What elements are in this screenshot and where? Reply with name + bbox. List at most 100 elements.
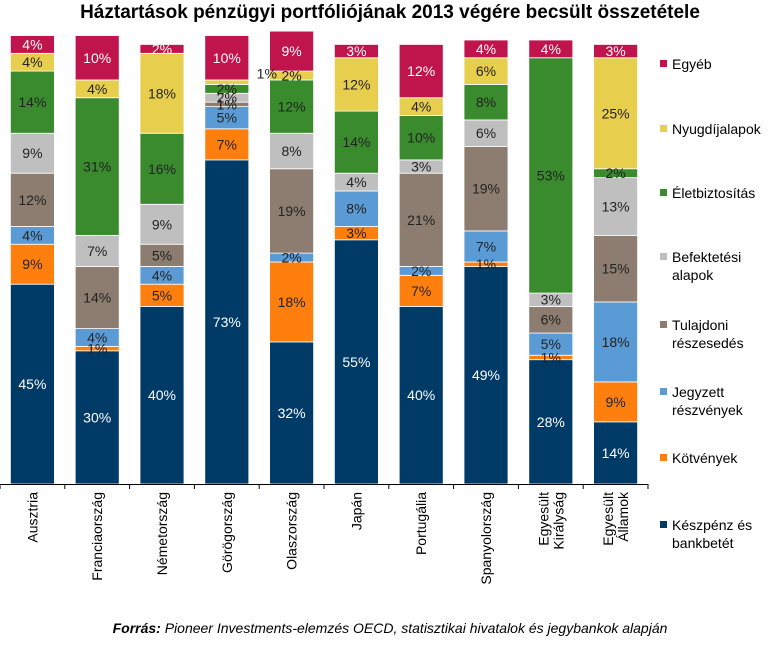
source-note: Forrás: Pioneer Investments-elemzés OECD…: [0, 620, 780, 636]
data-label-spanyolorszag-egyeb: 4%: [476, 41, 496, 57]
data-label-nemetorszag-kotvenyek: 5%: [152, 287, 172, 303]
legend-label-keszpenz-es-bankbetet: Készpénz és bankbetét: [672, 517, 752, 551]
data-label-portugalia-keszpenz-es-bankbetet: 40%: [407, 387, 435, 403]
data-label-ausztria-eletbiztositas: 14%: [18, 94, 46, 110]
bar-ausztria-keszpenz-es-bankbetet: [9, 283, 55, 485]
data-label-nemetorszag-eletbiztositas: 16%: [148, 161, 176, 177]
data-label-egyesult-kiralysag-kotvenyek: 1%: [541, 349, 561, 365]
data-label-portugalia-befektetesi-alapok: 3%: [411, 159, 431, 175]
legend-swatch-nyugdijalapok: [660, 125, 667, 132]
bar-portugalia-eletbiztositas: [398, 115, 444, 161]
legend-label-jegyzett-reszvenyek: Jegyzett részvények: [672, 384, 744, 418]
data-label-nemetorszag-befektetesi-alapok: 9%: [152, 216, 172, 232]
data-label-ausztria-kotvenyek: 9%: [22, 256, 42, 272]
data-label-japan-befektetesi-alapok: 4%: [346, 174, 366, 190]
bar-franciaorszag-tulajdoni-reszesedes: [74, 266, 120, 330]
source-label: Forrás:: [112, 620, 161, 636]
data-label-nemetorszag-nyugdijalapok: 18%: [148, 85, 176, 101]
data-label-egyesult-allamok-befektetesi-alapok: 13%: [602, 199, 630, 215]
legend-swatch-kotvenyek: [660, 454, 667, 461]
bar-nemetorszag-eletbiztositas: [139, 132, 185, 205]
data-label-gorogorszag-eletbiztositas: 2%: [217, 81, 237, 97]
x-tick-label-portugalia: Portugália: [413, 492, 429, 555]
bar-ausztria-egyeb: [9, 35, 55, 54]
bar-spanyolorszag-egyeb: [463, 39, 509, 59]
bar-spanyolorszag-befektetesi-alapok: [463, 119, 509, 147]
data-label-franciaorszag-nyugdijalapok: 4%: [87, 81, 107, 97]
x-tick-label-japan: Japán: [348, 492, 364, 530]
bar-gorogorszag-egyeb: [204, 35, 250, 81]
bar-olaszorszag-tulajdoni-reszesedes: [269, 168, 315, 254]
data-label-franciaorszag-befektetesi-alapok: 7%: [87, 243, 107, 259]
bar-spanyolorszag-eletbiztositas: [463, 84, 509, 121]
bar-japan-keszpenz-es-bankbetet: [333, 239, 379, 485]
bar-nemetorszag-befektetesi-alapok: [139, 203, 185, 245]
x-tick-label-egyesult-kiralysag: EgyesültKirályság: [535, 492, 566, 550]
bar-egyesult-allamok-keszpenz-es-bankbetet: [593, 421, 638, 485]
data-label-olaszorszag-nyugdijalapok: 2%: [281, 68, 301, 84]
legend-swatch-egyeb: [660, 60, 667, 67]
legend-item-jegyzett-reszvenyek: Jegyzett részvények: [660, 384, 744, 418]
x-tick-label-ausztria: Ausztria: [24, 492, 40, 543]
data-label-japan-kotvenyek: 3%: [346, 225, 366, 241]
x-tick-label-spanyolorszag: Spanyolország: [478, 492, 494, 585]
legend-label-nyugdijalapok: Nyugdíjalapok: [672, 121, 762, 137]
bar-japan-egyeb: [333, 44, 379, 59]
data-label-egyesult-allamok-kotvenyek: 9%: [605, 394, 625, 410]
data-label-franciaorszag-keszpenz-es-bankbetet: 30%: [83, 409, 111, 425]
data-label-ausztria-befektetesi-alapok: 9%: [22, 145, 42, 161]
data-label-gorogorszag-jegyzett-reszvenyek: 5%: [217, 110, 237, 126]
data-label-spanyolorszag-tulajdoni-reszesedes: 19%: [472, 181, 500, 197]
legend-label-kotvenyek: Kötvények: [672, 450, 738, 466]
data-label-egyesult-allamok-eletbiztositas: 2%: [605, 165, 625, 181]
data-label-ausztria-jegyzett-reszvenyek: 4%: [22, 227, 42, 243]
data-label-franciaorszag-jegyzett-reszvenyek: 4%: [87, 329, 107, 345]
legend-swatch-keszpenz-es-bankbetet: [660, 521, 667, 528]
legend-item-nyugdijalapok: Nyugdíjalapok: [660, 121, 762, 137]
data-label-egyesult-kiralysag-keszpenz-es-bankbetet: 28%: [537, 414, 565, 430]
data-label-spanyolorszag-nyugdijalapok: 6%: [476, 63, 496, 79]
bar-olaszorszag-egyeb: [269, 30, 315, 72]
bar-egyesult-kiralysag-keszpenz-es-bankbetet: [528, 359, 574, 485]
bar-spanyolorszag-tulajdoni-reszesedes: [463, 146, 509, 232]
legend-item-kotvenyek: Kötvények: [660, 450, 738, 466]
bar-gorogorszag-keszpenz-es-bankbetet: [204, 159, 250, 485]
data-label-franciaorszag-kotvenyek: 1%: [87, 341, 107, 357]
data-label-spanyolorszag-kotvenyek: 1%: [476, 256, 496, 272]
data-label-olaszorszag-egyeb: 9%: [281, 43, 301, 59]
data-label-japan-jegyzett-reszvenyek: 8%: [346, 201, 366, 217]
bar-egyesult-allamok-nyugdijalapok: [593, 57, 638, 170]
legend-item-tulajdoni-reszesedes: Tulajdoni részesedés: [660, 317, 744, 351]
data-label-nemetorszag-jegyzett-reszvenyek: 4%: [152, 267, 172, 283]
data-label-egyesult-kiralysag-jegyzett-reszvenyek: 5%: [541, 336, 561, 352]
data-label-spanyolorszag-keszpenz-es-bankbetet: 49%: [472, 367, 500, 383]
legend-swatch-jegyzett-reszvenyek: [660, 388, 667, 395]
bar-japan-jegyzett-reszvenyek: [333, 190, 379, 227]
data-label-portugalia-jegyzett-reszvenyek: 2%: [411, 263, 431, 279]
bar-portugalia-egyeb: [398, 44, 444, 99]
data-label-egyesult-kiralysag-egyeb: 4%: [541, 41, 561, 57]
legend-item-keszpenz-es-bankbetet: Készpénz és bankbetét: [660, 517, 752, 551]
data-label-franciaorszag-tulajdoni-reszesedes: 14%: [83, 290, 111, 306]
data-label-japan-nyugdijalapok: 12%: [342, 76, 370, 92]
x-tick-label-franciaorszag: Franciaország: [89, 492, 105, 581]
data-label-olaszorszag-jegyzett-reszvenyek: 2%: [281, 250, 301, 266]
bar-nemetorszag-keszpenz-es-bankbetet: [139, 305, 185, 485]
source-text: Pioneer Investments-elemzés OECD, statis…: [164, 620, 668, 636]
chart-title: Háztartások pénzügyi portfóliójának 2013…: [80, 2, 700, 23]
bar-olaszorszag-befektetesi-alapok: [269, 132, 315, 170]
bar-franciaorszag-egyeb: [74, 35, 120, 81]
bar-olaszorszag-keszpenz-es-bankbetet: [269, 341, 315, 485]
bar-spanyolorszag-jegyzett-reszvenyek: [463, 230, 509, 263]
data-label-franciaorszag-egyeb: 10%: [83, 50, 111, 66]
data-label-spanyolorszag-befektetesi-alapok: 6%: [476, 125, 496, 141]
data-label-portugalia-kotvenyek: 7%: [411, 283, 431, 299]
data-label-nemetorszag-tulajdoni-reszesedes: 5%: [152, 247, 172, 263]
legend-swatch-eletbiztositas: [660, 189, 667, 196]
legend-item-egyeb: Egyéb: [660, 56, 712, 72]
bar-ausztria-eletbiztositas: [9, 70, 55, 134]
data-label-portugalia-eletbiztositas: 10%: [407, 130, 435, 146]
bar-portugalia-kotvenyek: [398, 274, 444, 307]
data-label-olaszorszag-befektetesi-alapok: 8%: [281, 143, 301, 159]
